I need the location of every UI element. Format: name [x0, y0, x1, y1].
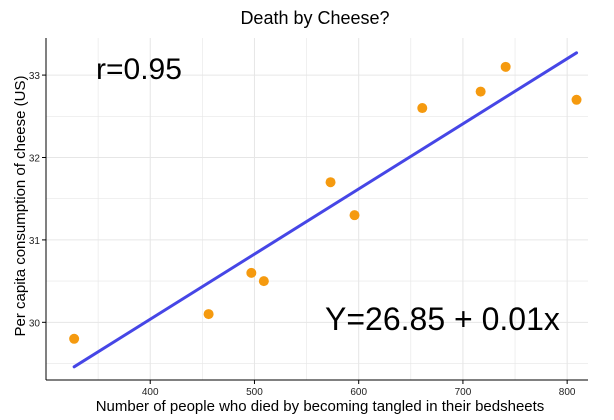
data-point [571, 94, 582, 105]
y-tick-label: 32 [29, 153, 41, 164]
y-tick-label: 30 [29, 318, 41, 329]
fit-line [72, 51, 579, 369]
data-point [349, 210, 360, 221]
axes [45, 38, 588, 381]
data-point [325, 177, 336, 188]
data-point [246, 267, 257, 278]
ticks: 400 500 600 700 800 30 31 32 33 [29, 71, 576, 398]
y-axis-label: Per capita consumption of cheese (US) [12, 76, 29, 337]
x-tick-label: 600 [350, 387, 367, 398]
x-tick-label: 500 [246, 387, 263, 398]
fit-line-group [72, 51, 579, 369]
data-point [417, 103, 428, 114]
y-tick-label: 33 [29, 71, 41, 82]
annotation-r: r=0.95 [96, 53, 182, 86]
x-tick-label: 400 [142, 387, 159, 398]
data-point [475, 86, 486, 97]
x-tick-label: 700 [455, 387, 472, 398]
data-point [258, 276, 269, 287]
data-point [203, 309, 214, 320]
x-axis-label: Number of people who died by becoming ta… [96, 398, 545, 415]
x-tick-label: 800 [559, 387, 576, 398]
chart-title: Death by Cheese? [240, 8, 389, 28]
y-tick-label: 31 [29, 236, 41, 247]
grid [46, 38, 588, 380]
data-point [500, 61, 511, 72]
annotation-equation: Y=26.85 + 0.01x [325, 301, 560, 337]
data-point [69, 333, 80, 344]
points-group [69, 61, 582, 344]
